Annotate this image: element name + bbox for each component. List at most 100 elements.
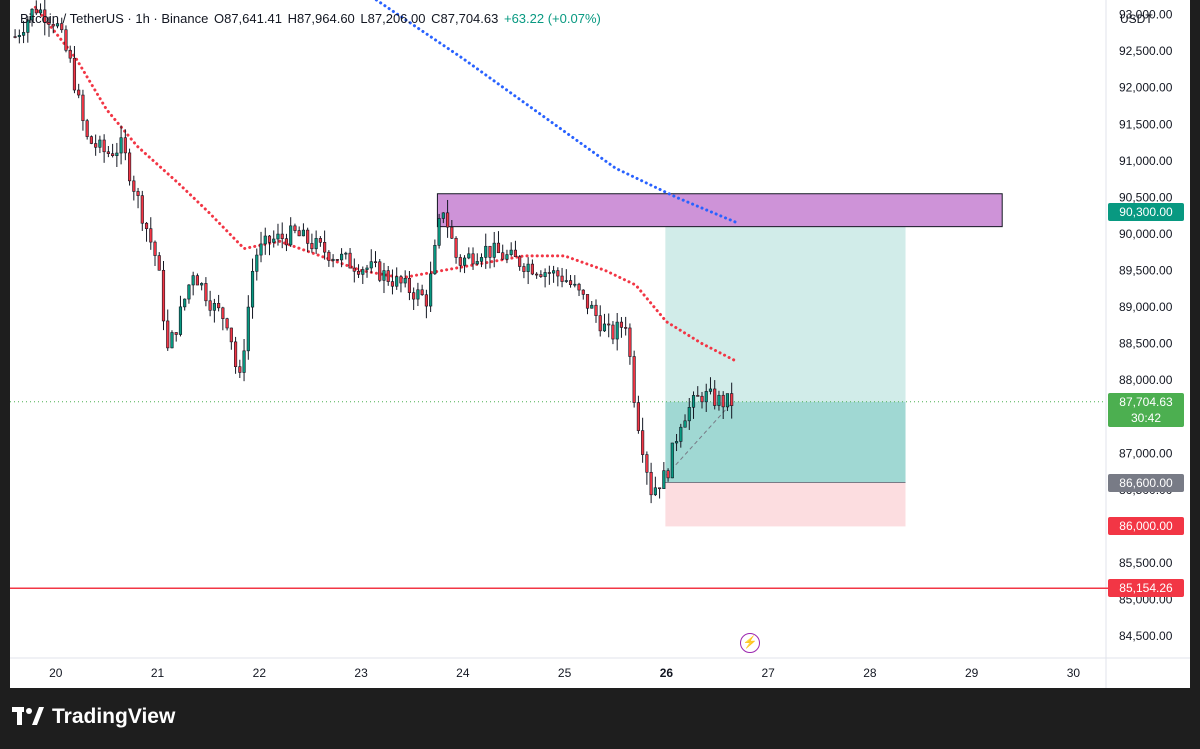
candle-body <box>26 19 30 33</box>
candle-body <box>662 470 666 489</box>
candle-body <box>72 57 77 91</box>
candle-body <box>344 252 348 255</box>
candle-body <box>64 29 68 51</box>
candle-body <box>687 406 691 422</box>
candle-body <box>696 395 700 397</box>
candle-body <box>111 153 115 156</box>
target-price-tag: 90,300.00 <box>1108 203 1184 222</box>
candle-body <box>301 229 305 237</box>
ema-fast-line <box>33 5 740 364</box>
candle-body <box>174 332 178 335</box>
currency-label[interactable]: USDT <box>1120 12 1153 26</box>
candle-body <box>619 321 624 328</box>
y-tick-label: 92,000.00 <box>1119 81 1173 95</box>
candle-body <box>191 275 195 286</box>
candle-body <box>399 276 403 284</box>
candle-body <box>429 273 433 307</box>
chart-panel[interactable]: 84,500.0085,000.0085,500.0086,000.0086,5… <box>10 0 1190 688</box>
candle-body <box>352 267 356 272</box>
candle-body <box>585 294 590 309</box>
candle-body <box>195 275 199 286</box>
y-tick-label: 91,500.00 <box>1119 117 1173 131</box>
candle-body <box>119 137 123 154</box>
candle-body <box>412 292 416 300</box>
candle-body <box>484 245 488 258</box>
candle-body <box>297 230 301 237</box>
candle-body <box>21 32 26 36</box>
candle-body <box>636 402 640 431</box>
candle-body <box>467 253 471 259</box>
candle-body <box>225 318 229 329</box>
x-tick-label: 27 <box>761 666 775 680</box>
candle-body <box>327 251 331 261</box>
candle-body <box>547 272 551 274</box>
candle-body <box>335 259 339 261</box>
x-tick-label: 28 <box>863 666 877 680</box>
candle-body <box>369 261 373 269</box>
candle-body <box>454 237 458 258</box>
candle-body <box>471 253 475 265</box>
candle-body <box>356 270 361 275</box>
candle-body <box>47 22 51 25</box>
x-tick-label: 20 <box>49 666 63 680</box>
candle-body <box>475 261 479 265</box>
stop-zone <box>665 482 906 527</box>
candle-body <box>437 218 441 246</box>
candle-body <box>615 321 619 340</box>
candle-body <box>674 441 679 444</box>
candle-body <box>306 229 310 244</box>
candle-body <box>314 238 318 250</box>
candle-body <box>267 235 272 243</box>
candle-body <box>526 263 530 272</box>
candle-body <box>123 137 127 154</box>
entry-price-tag: 86,600.00 <box>1108 473 1184 492</box>
candle-body <box>242 350 246 373</box>
candle-body <box>365 267 369 270</box>
candle-body <box>30 8 34 21</box>
candle-body <box>653 487 657 496</box>
lightning-icon[interactable]: ⚡ <box>740 633 760 653</box>
y-tick-label: 90,000.00 <box>1119 227 1173 241</box>
candle-body <box>450 226 454 239</box>
change-value: +63.22 (+0.07%) <box>503 11 601 26</box>
candle-body <box>17 35 21 38</box>
y-tick-label: 85,500.00 <box>1119 556 1173 570</box>
candle-body <box>187 284 191 300</box>
y-tick-label: 84,500.00 <box>1119 629 1173 643</box>
candle-body <box>331 259 335 261</box>
candle-body <box>221 307 225 319</box>
candle-body <box>212 303 216 311</box>
price-chart[interactable]: 84,500.0085,000.0085,500.0086,000.0086,5… <box>10 0 1190 688</box>
candle-body <box>246 306 250 352</box>
candle-body <box>238 366 242 373</box>
candle-body <box>208 300 212 311</box>
current-price-value: 87,704.63 <box>1119 394 1173 409</box>
candle-body <box>598 315 602 332</box>
footer-bar <box>0 688 1200 749</box>
candle-body <box>284 238 289 246</box>
candle-body <box>229 327 233 343</box>
x-tick-label: 24 <box>456 666 470 680</box>
y-tick-label: 89,500.00 <box>1119 264 1173 278</box>
candle-body <box>539 274 543 277</box>
symbol-title[interactable]: Bitcoin / TetherUS · 1h · Binance <box>20 11 209 26</box>
candle-body <box>403 278 407 284</box>
stop-price-tag: 86,000.00 <box>1108 517 1184 536</box>
candle-body <box>679 426 683 442</box>
candle-body <box>60 23 64 31</box>
candle-body <box>683 420 687 428</box>
candle-body <box>501 252 505 260</box>
candle-body <box>272 238 276 243</box>
candle-body <box>51 23 55 27</box>
candle-body <box>462 257 467 266</box>
candle-body <box>200 283 204 286</box>
candle-body <box>658 487 662 490</box>
tradingview-logo[interactable]: TradingView <box>12 705 175 729</box>
candle-body <box>157 255 161 271</box>
candle-body <box>38 9 43 14</box>
candle-body <box>721 394 725 408</box>
candle-body <box>348 252 352 269</box>
candle-body <box>259 243 263 256</box>
x-tick-label: 23 <box>354 666 368 680</box>
candle-body <box>708 388 713 392</box>
